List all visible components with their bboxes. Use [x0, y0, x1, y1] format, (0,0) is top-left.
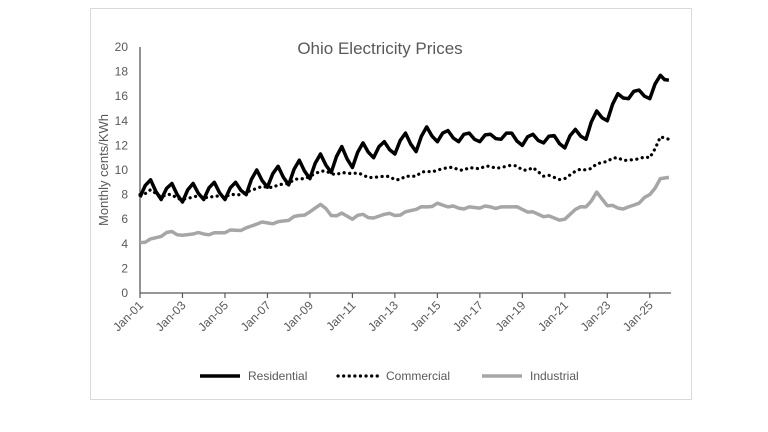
x-tick-label: Jan-03: [153, 298, 189, 334]
x-tick-label: Jan-05: [195, 298, 231, 334]
series-line-residential: [138, 73, 670, 204]
x-tick-label: Jan-09: [280, 298, 316, 334]
legend-label: Commercial: [386, 369, 450, 383]
x-tick-label: Jan-17: [450, 298, 486, 334]
x-tick-label: Jan-21: [535, 298, 571, 334]
y-tick-label: 18: [115, 65, 129, 79]
x-tick-label: Jan-01: [110, 298, 146, 334]
chart-title: Ohio Electricity Prices: [297, 39, 462, 58]
legend-label: Industrial: [530, 369, 579, 383]
x-tick-label: Jan-23: [578, 298, 614, 334]
y-tick-label: 20: [115, 40, 129, 54]
y-tick-label: 12: [115, 138, 129, 152]
y-tick-label: 6: [121, 212, 128, 226]
y-axis-label: Monthly cents/KWh: [96, 114, 111, 226]
y-tick-label: 4: [121, 237, 128, 251]
legend-label: Residential: [248, 369, 307, 383]
x-tick-label: Jan-25: [620, 298, 656, 334]
x-tick-label: Jan-07: [238, 298, 274, 334]
y-tick-label: 10: [115, 163, 129, 177]
y-tick-label: 8: [121, 188, 128, 202]
x-tick-label: Jan-11: [323, 298, 358, 333]
y-tick-label: 2: [121, 261, 128, 275]
x-tick-label: Jan-13: [365, 298, 401, 334]
y-tick-label: 14: [115, 114, 129, 128]
chart-frame: [90, 8, 692, 400]
y-tick-label: 16: [115, 89, 129, 103]
y-tick-label: 0: [121, 286, 128, 300]
series-line-commercial: [138, 134, 671, 202]
series-line-industrial: [139, 175, 670, 245]
x-tick-label: Jan-15: [408, 298, 444, 334]
x-tick-label: Jan-19: [493, 298, 529, 334]
